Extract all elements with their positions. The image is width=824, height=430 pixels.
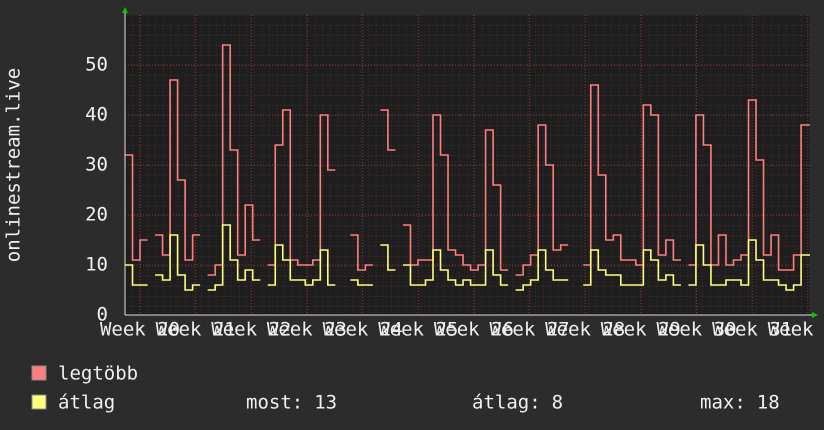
x-tick-label: Week 31: [712, 319, 792, 341]
x-tick-label: Week 24: [323, 319, 403, 341]
series-line: [350, 279, 373, 286]
series-line: [380, 109, 396, 151]
x-tick-label: Week 30: [656, 319, 736, 341]
x-tick-label: Week 32: [768, 319, 824, 341]
series-line: [380, 244, 396, 271]
series-line: [155, 79, 201, 261]
series-line: [155, 234, 201, 291]
y-arrow: [122, 7, 128, 13]
series-line: [688, 239, 810, 291]
y-tick-label: 0: [97, 304, 108, 326]
series-line: [125, 154, 148, 261]
series-line: [207, 224, 261, 291]
stat-value: 18: [757, 392, 780, 414]
x-tick-label: Week 25: [378, 319, 458, 341]
x-tick-label: Week 20: [100, 319, 180, 341]
x-tick-label: Week 23: [267, 319, 347, 341]
y-tick-label: 30: [85, 154, 108, 176]
series-line: [207, 44, 261, 276]
y-tick-label: 40: [85, 104, 108, 126]
legend-label: legtöbb: [58, 363, 138, 385]
x-tick-label: Week 22: [211, 319, 291, 341]
series-line: [583, 249, 681, 286]
series-line: [515, 124, 569, 276]
series-line: [350, 234, 373, 271]
stat-label: most:: [246, 392, 303, 414]
series-line: [515, 249, 569, 291]
legend-label: átlag: [58, 392, 115, 414]
x-tick-label: Week 21: [156, 319, 236, 341]
x-tick-label: Week 29: [601, 319, 681, 341]
y-tick-label: 50: [85, 54, 108, 76]
y-tick-label: 10: [85, 254, 108, 276]
legend-swatch: [31, 394, 47, 410]
stat-label: átlag:: [472, 392, 541, 414]
series-line: [267, 244, 336, 286]
stat-label: max:: [700, 392, 746, 414]
x-tick-label: Week 27: [490, 319, 570, 341]
y-axis-label: onlinestream.live: [3, 68, 25, 262]
series-line: [125, 264, 148, 286]
x-tick-label: Week 26: [434, 319, 514, 341]
series-line: [402, 114, 509, 271]
stat-value: 8: [552, 392, 563, 414]
x-tick-label: Week 28: [545, 319, 625, 341]
stat-value: 13: [314, 392, 337, 414]
y-tick-label: 20: [85, 204, 108, 226]
series-line: [583, 84, 681, 266]
legend-swatch: [31, 365, 47, 381]
series-line: [402, 249, 509, 286]
series-line: [267, 109, 336, 266]
x-arrow: [812, 312, 818, 318]
